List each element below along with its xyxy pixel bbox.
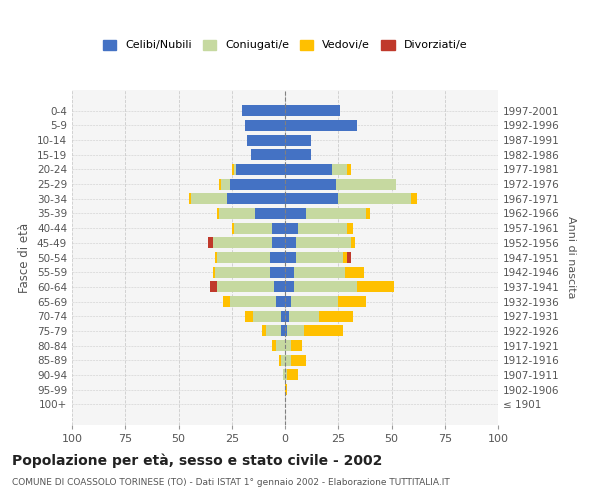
Bar — [232, 164, 234, 175]
Bar — [285, 194, 338, 204]
Bar — [285, 310, 289, 322]
Bar — [230, 296, 277, 307]
Bar — [285, 354, 292, 366]
Bar — [223, 296, 230, 307]
Bar — [285, 384, 287, 395]
Bar — [234, 222, 272, 234]
Bar — [410, 194, 417, 204]
Bar — [343, 252, 347, 263]
Bar — [208, 238, 212, 248]
Bar — [292, 354, 307, 366]
Bar — [287, 326, 304, 336]
Bar — [366, 208, 370, 219]
Bar — [277, 340, 285, 351]
Bar — [285, 150, 311, 160]
Bar — [285, 164, 332, 175]
Bar — [285, 252, 296, 263]
Bar — [212, 266, 215, 278]
Bar — [336, 178, 396, 190]
Text: Popolazione per età, sesso e stato civile - 2002: Popolazione per età, sesso e stato civil… — [12, 454, 382, 468]
Bar — [285, 120, 358, 131]
Bar — [285, 105, 340, 116]
Bar — [217, 282, 274, 292]
Bar — [338, 194, 410, 204]
Bar — [262, 326, 266, 336]
Bar — [304, 326, 343, 336]
Bar — [272, 222, 285, 234]
Legend: Celibi/Nubili, Coniugati/e, Vedovi/e, Divorziati/e: Celibi/Nubili, Coniugati/e, Vedovi/e, Di… — [98, 36, 472, 55]
Bar — [189, 194, 191, 204]
Bar — [285, 134, 311, 145]
Bar — [272, 238, 285, 248]
Bar — [292, 340, 302, 351]
Bar — [219, 178, 221, 190]
Bar — [351, 238, 355, 248]
Bar — [247, 134, 285, 145]
Bar — [285, 340, 292, 351]
Bar — [274, 282, 285, 292]
Bar — [358, 282, 394, 292]
Bar — [293, 282, 358, 292]
Bar — [332, 164, 347, 175]
Bar — [272, 340, 277, 351]
Y-axis label: Fasce di età: Fasce di età — [19, 222, 31, 292]
Bar — [347, 222, 353, 234]
Bar — [251, 150, 285, 160]
Bar — [219, 208, 255, 219]
Bar — [289, 310, 319, 322]
Bar — [296, 238, 351, 248]
Bar — [307, 208, 366, 219]
Bar — [338, 296, 366, 307]
Bar — [281, 326, 285, 336]
Bar — [217, 252, 270, 263]
Bar — [283, 370, 285, 380]
Bar — [298, 222, 347, 234]
Y-axis label: Anni di nascita: Anni di nascita — [566, 216, 576, 298]
Bar — [347, 164, 351, 175]
Bar — [270, 266, 285, 278]
Bar — [227, 194, 285, 204]
Bar — [285, 178, 336, 190]
Bar — [285, 266, 293, 278]
Bar — [285, 222, 298, 234]
Bar — [253, 310, 281, 322]
Bar — [191, 194, 227, 204]
Bar — [319, 310, 353, 322]
Bar — [221, 178, 230, 190]
Bar — [215, 252, 217, 263]
Bar — [281, 354, 285, 366]
Bar — [215, 266, 270, 278]
Bar — [285, 282, 293, 292]
Bar — [285, 326, 287, 336]
Bar — [281, 310, 285, 322]
Bar — [285, 370, 287, 380]
Bar — [293, 266, 344, 278]
Bar — [245, 310, 253, 322]
Bar — [344, 266, 364, 278]
Bar — [285, 208, 307, 219]
Bar — [211, 282, 217, 292]
Bar — [270, 252, 285, 263]
Bar — [234, 164, 236, 175]
Bar — [296, 252, 343, 263]
Text: COMUNE DI COASSOLO TORINESE (TO) - Dati ISTAT 1° gennaio 2002 - Elaborazione TUT: COMUNE DI COASSOLO TORINESE (TO) - Dati … — [12, 478, 450, 487]
Bar — [285, 238, 296, 248]
Bar — [242, 105, 285, 116]
Bar — [232, 222, 234, 234]
Bar — [212, 238, 272, 248]
Bar — [287, 370, 298, 380]
Bar — [255, 208, 285, 219]
Bar — [236, 164, 285, 175]
Bar — [347, 252, 351, 263]
Bar — [277, 296, 285, 307]
Bar — [278, 354, 281, 366]
Bar — [230, 178, 285, 190]
Bar — [266, 326, 281, 336]
Bar — [292, 296, 338, 307]
Bar — [217, 208, 219, 219]
Bar — [285, 296, 292, 307]
Bar — [245, 120, 285, 131]
